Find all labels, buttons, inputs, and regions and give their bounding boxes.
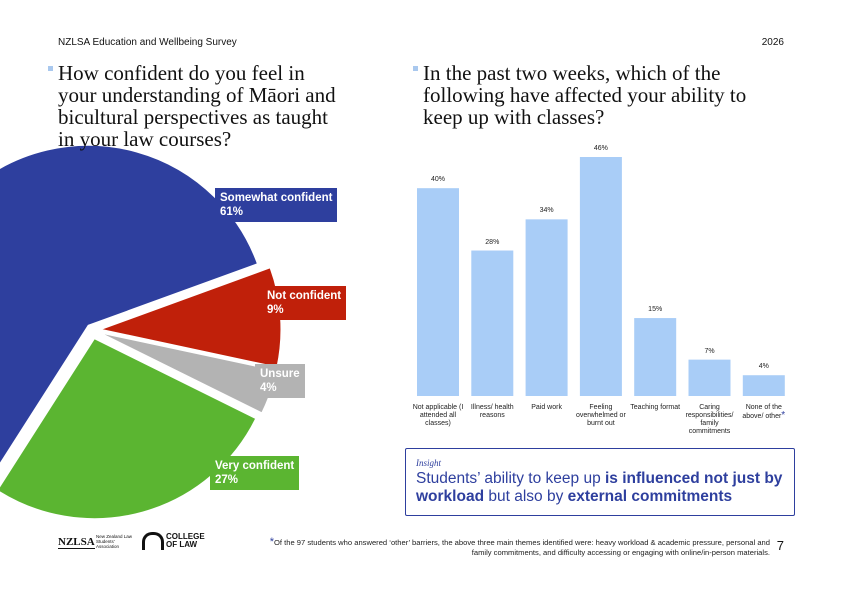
bar [471, 250, 514, 396]
x-category-text: Illness/ health reasons [470, 404, 514, 419]
bar [634, 318, 677, 396]
pie-label: Unsure 4% [255, 364, 305, 398]
pie-label-name: Very confident [215, 460, 295, 472]
x-category-text: Caring responsibilities/ family commitme… [685, 404, 734, 435]
bar-value-label: 28% [485, 238, 500, 246]
x-category-text: Paid work [531, 404, 562, 411]
bullet [48, 66, 53, 71]
pie-slice [0, 338, 257, 520]
nzlsa-logo: NZLSA [58, 536, 95, 549]
pie-slice [0, 144, 259, 465]
insight-part: but also by [484, 488, 568, 505]
bar [525, 219, 568, 396]
footnote-marker: * [781, 410, 786, 421]
x-category-text: None of the above/ other [742, 404, 782, 420]
pie-label-name: Unsure [260, 368, 300, 380]
insight-part: external commitments [567, 488, 733, 505]
footnote: *Of the 97 students who answered ‘other’… [250, 537, 770, 558]
pie-label-value: 27% [215, 474, 239, 486]
x-category-text: Not applicable (I attended all classes) [412, 404, 464, 427]
bar [742, 375, 785, 396]
x-category-label: Not applicable (I attended all classes) [409, 404, 467, 428]
bullet [413, 66, 418, 71]
insight-text: Students’ ability to keep up is influenc… [416, 470, 786, 506]
footnote-marker: * [269, 536, 275, 548]
pie-label: Very confident 27% [210, 456, 300, 490]
pie-label-name: Not confident [267, 290, 342, 302]
insight-part: Students’ ability to keep up [416, 470, 605, 487]
pie-label-name: Somewhat confident [220, 192, 333, 204]
x-category-text: Teaching format [630, 404, 681, 411]
nzlsa-name: New Zealand Law Students' Association [96, 534, 133, 549]
x-category-label: None of the above/ other* [735, 404, 793, 421]
x-category-text: Feeling overwhelmed or burnt out [575, 404, 626, 427]
x-category-label: Feeling overwhelmed or burnt out [572, 404, 630, 428]
bar [417, 188, 459, 396]
bar-value-label: 4% [758, 363, 769, 371]
x-category-label: Paid work [518, 404, 576, 412]
bar-value-label: 46% [593, 145, 608, 152]
bar-value-label: 15% [648, 306, 663, 314]
pie-label: Not confident 9% [262, 286, 347, 320]
pie-label-value: 61% [220, 206, 244, 218]
pie-label-value: 4% [260, 382, 277, 394]
insight-box: Insight Students’ ability to keep up is … [405, 448, 795, 516]
col-logo-mark [142, 532, 164, 550]
header-title: NZLSA Education and Wellbeing Survey [58, 37, 237, 48]
insight-part: is influenced not just by workload [416, 470, 783, 505]
insight-label: Insight [416, 458, 442, 468]
pie-label: Somewhat confident 61% [215, 188, 338, 222]
page-number: 7 [776, 538, 784, 553]
bar-value-label: 34% [539, 207, 554, 215]
pie-title: How confident do you feel in your unders… [58, 61, 336, 151]
col-logo: COLLEGE OF LAW [166, 532, 205, 549]
bar [688, 359, 731, 396]
footnote-text: Of the 97 students who answered ‘other’ … [274, 538, 770, 557]
bar-title: In the past two weeks, which of the foll… [423, 61, 747, 129]
x-category-label: Caring responsibilities/ family commitme… [681, 404, 739, 436]
header-year: 2026 [761, 37, 784, 48]
bar [579, 157, 622, 396]
bar-value-label: 40% [430, 176, 445, 184]
x-category-label: Illness/ health reasons [463, 404, 521, 420]
x-category-label: Teaching format [626, 404, 684, 412]
pie-label-value: 9% [267, 304, 284, 316]
bar-value-label: 7% [704, 347, 715, 355]
